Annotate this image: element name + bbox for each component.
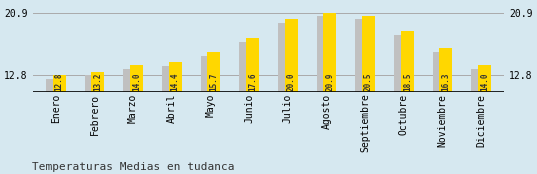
Text: 18.5: 18.5 [403,73,412,91]
Bar [323,13,336,92]
Text: Temperaturas Medias en tudanca: Temperaturas Medias en tudanca [32,162,235,172]
Bar [162,66,175,92]
Bar [130,65,143,92]
Bar [53,75,66,92]
Text: 17.6: 17.6 [248,73,257,91]
Bar [246,38,259,92]
Bar [471,69,484,92]
Text: 14.0: 14.0 [132,73,141,91]
Bar [362,16,375,92]
Text: 13.2: 13.2 [93,73,103,91]
Bar [201,56,214,92]
Text: 16.3: 16.3 [441,73,451,91]
Text: 20.0: 20.0 [287,73,296,91]
Bar [478,65,491,92]
Bar [91,72,104,92]
Bar [207,52,220,92]
Bar [240,42,252,92]
Text: 12.8: 12.8 [55,73,63,91]
Bar [169,62,182,92]
Bar [46,78,59,92]
Text: 15.7: 15.7 [209,73,219,91]
Text: 20.9: 20.9 [325,73,335,91]
Bar [401,31,414,92]
Bar [84,76,98,92]
Bar [317,16,330,92]
Bar [123,69,136,92]
Bar [355,19,368,92]
Bar [278,23,291,92]
Text: 14.4: 14.4 [171,73,180,91]
Text: 14.0: 14.0 [480,73,489,91]
Bar [433,52,446,92]
Bar [394,35,407,92]
Text: 20.5: 20.5 [364,73,373,91]
Bar [439,48,453,92]
Bar [285,19,297,92]
